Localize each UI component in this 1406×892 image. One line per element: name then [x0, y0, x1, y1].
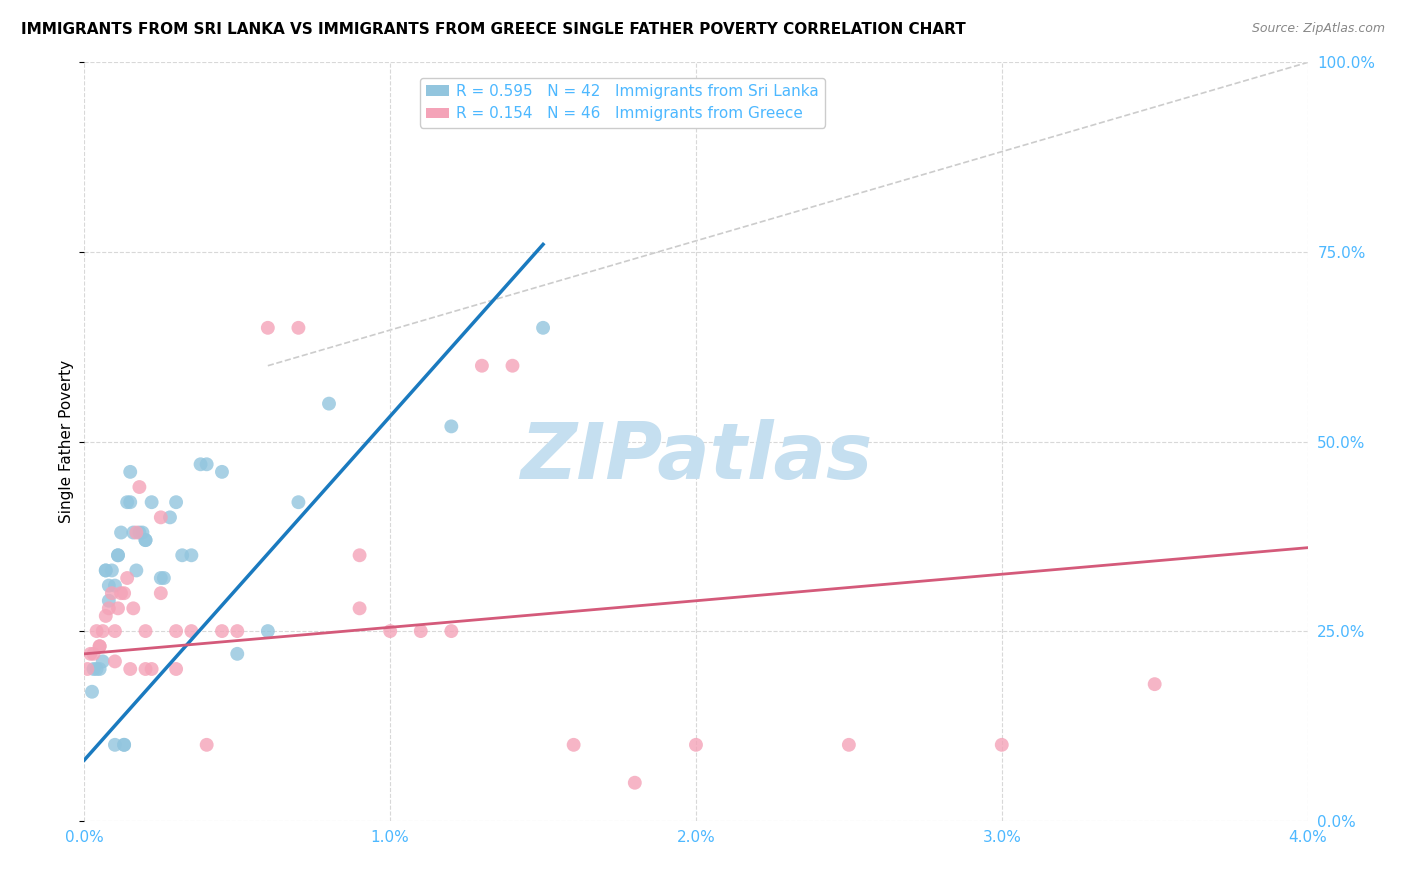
Point	[125, 525, 148, 540]
Point	[159, 510, 181, 524]
Point	[531, 320, 554, 334]
Point	[195, 738, 218, 752]
Point	[120, 495, 142, 509]
Point	[226, 624, 249, 639]
Point	[153, 571, 176, 585]
Point	[287, 495, 309, 509]
Point	[76, 662, 98, 676]
Point	[991, 738, 1014, 752]
Point	[94, 608, 117, 623]
Point	[211, 465, 233, 479]
Text: Source: ZipAtlas.com: Source: ZipAtlas.com	[1251, 22, 1385, 36]
Point	[624, 776, 647, 790]
Point	[172, 548, 194, 563]
Point	[115, 571, 138, 585]
Point	[502, 359, 524, 373]
Point	[287, 320, 309, 334]
Point	[135, 533, 157, 548]
Point	[104, 655, 127, 669]
Point	[89, 639, 111, 653]
Point	[110, 525, 132, 540]
Point	[190, 458, 212, 472]
Point	[349, 548, 371, 563]
Point	[125, 564, 148, 578]
Point	[180, 624, 202, 639]
Point	[149, 586, 172, 600]
Point	[409, 624, 432, 639]
Point	[1143, 677, 1166, 691]
Point	[112, 738, 135, 752]
Point	[112, 738, 135, 752]
Point	[135, 533, 157, 548]
Point	[91, 624, 114, 639]
Point	[97, 579, 120, 593]
Point	[86, 624, 108, 639]
Point	[211, 624, 233, 639]
Point	[685, 738, 707, 752]
Point	[80, 685, 103, 699]
Point	[97, 601, 120, 615]
Point	[135, 624, 157, 639]
Point	[349, 601, 371, 615]
Point	[141, 662, 163, 676]
Point	[110, 586, 132, 600]
Point	[89, 662, 111, 676]
Point	[79, 647, 101, 661]
Point	[257, 320, 280, 334]
Point	[107, 548, 129, 563]
Point	[89, 639, 111, 653]
Point	[440, 624, 463, 639]
Point	[112, 586, 135, 600]
Point	[97, 594, 120, 608]
Point	[149, 510, 172, 524]
Point	[180, 548, 202, 563]
Y-axis label: Single Father Poverty: Single Father Poverty	[59, 360, 75, 523]
Point	[440, 419, 463, 434]
Point	[128, 480, 150, 494]
Point	[149, 571, 172, 585]
Point	[83, 647, 105, 661]
Point	[115, 495, 138, 509]
Text: IMMIGRANTS FROM SRI LANKA VS IMMIGRANTS FROM GREECE SINGLE FATHER POVERTY CORREL: IMMIGRANTS FROM SRI LANKA VS IMMIGRANTS …	[21, 22, 966, 37]
Point	[122, 525, 145, 540]
Point	[562, 738, 585, 752]
Point	[838, 738, 860, 752]
Point	[257, 624, 280, 639]
Point	[120, 465, 142, 479]
Point	[318, 396, 340, 410]
Point	[128, 525, 150, 540]
Point	[107, 601, 129, 615]
Point	[141, 495, 163, 509]
Point	[101, 586, 124, 600]
Point	[165, 624, 187, 639]
Point	[135, 662, 157, 676]
Point	[107, 548, 129, 563]
Point	[104, 738, 127, 752]
Text: ZIPatlas: ZIPatlas	[520, 418, 872, 495]
Point	[104, 579, 127, 593]
Point	[122, 601, 145, 615]
Point	[131, 525, 153, 540]
Point	[94, 564, 117, 578]
Point	[165, 495, 187, 509]
Point	[226, 647, 249, 661]
Legend: R = 0.595   N = 42   Immigrants from Sri Lanka, R = 0.154   N = 46   Immigrants : R = 0.595 N = 42 Immigrants from Sri Lan…	[420, 78, 825, 128]
Point	[471, 359, 494, 373]
Point	[195, 458, 218, 472]
Point	[104, 624, 127, 639]
Point	[83, 662, 105, 676]
Point	[165, 662, 187, 676]
Point	[91, 655, 114, 669]
Point	[380, 624, 402, 639]
Point	[86, 662, 108, 676]
Point	[101, 564, 124, 578]
Point	[94, 564, 117, 578]
Point	[120, 662, 142, 676]
